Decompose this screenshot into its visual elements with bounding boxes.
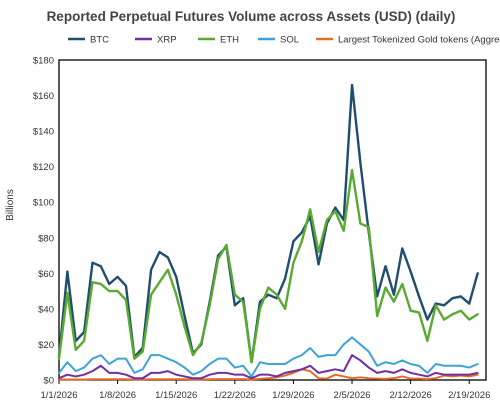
x-tick-label: 2/19/2026	[448, 390, 490, 401]
y-axis-ticks: $0 $20 $40 $60 $80 $100 $120 $140 $160 $180	[33, 56, 54, 387]
y-tick-label: $160	[33, 91, 54, 102]
x-tick-label: 1/1/2026	[41, 390, 78, 401]
legend-label: XRP	[157, 35, 177, 46]
x-tick-label: 2/5/2026	[334, 390, 371, 401]
y-tick-label: $120	[33, 162, 54, 173]
x-tick-label: 1/22/2026	[214, 390, 256, 401]
chart-title: Reported Perpetual Futures Volume across…	[47, 9, 456, 24]
series-lines	[57, 83, 479, 381]
series-line-sol	[58, 336, 479, 378]
y-axis-title: Billions	[5, 189, 16, 221]
legend-label: BTC	[90, 35, 109, 46]
y-tick-label: $100	[33, 198, 54, 209]
legend-label: Largest Tokenized Gold tokens (Aggregate…	[338, 35, 500, 46]
y-tick-label: $60	[38, 269, 54, 280]
legend-label: ETH	[220, 35, 239, 46]
series-line-largest-tokenized-gold-tokens-aggregate	[58, 368, 479, 381]
y-tick-label: $0	[43, 376, 54, 387]
x-tick-label: 1/8/2026	[99, 390, 136, 401]
y-tick-label: $40	[38, 304, 54, 315]
series-line-eth	[57, 169, 479, 364]
x-axis-ticks: 1/1/2026 1/8/2026 1/15/2026 1/22/2026 1/29/2…	[41, 380, 490, 401]
series-line-btc	[57, 83, 479, 364]
legend: BTC XRP ETH SOL Largest Tokenized Gold token…	[68, 35, 500, 46]
x-tick-label: 1/15/2026	[155, 390, 197, 401]
x-tick-label: 2/12/2026	[390, 390, 432, 401]
plot-border	[58, 59, 487, 381]
series-line-xrp	[58, 354, 479, 380]
x-tick-label: 1/29/2026	[272, 390, 314, 401]
y-tick-label: $20	[38, 340, 54, 351]
y-tick-label: $180	[33, 56, 54, 67]
plot-area	[58, 59, 487, 381]
legend-label: SOL	[280, 35, 299, 46]
y-tick-label: $140	[33, 127, 54, 138]
y-tick-label: $80	[38, 233, 54, 244]
